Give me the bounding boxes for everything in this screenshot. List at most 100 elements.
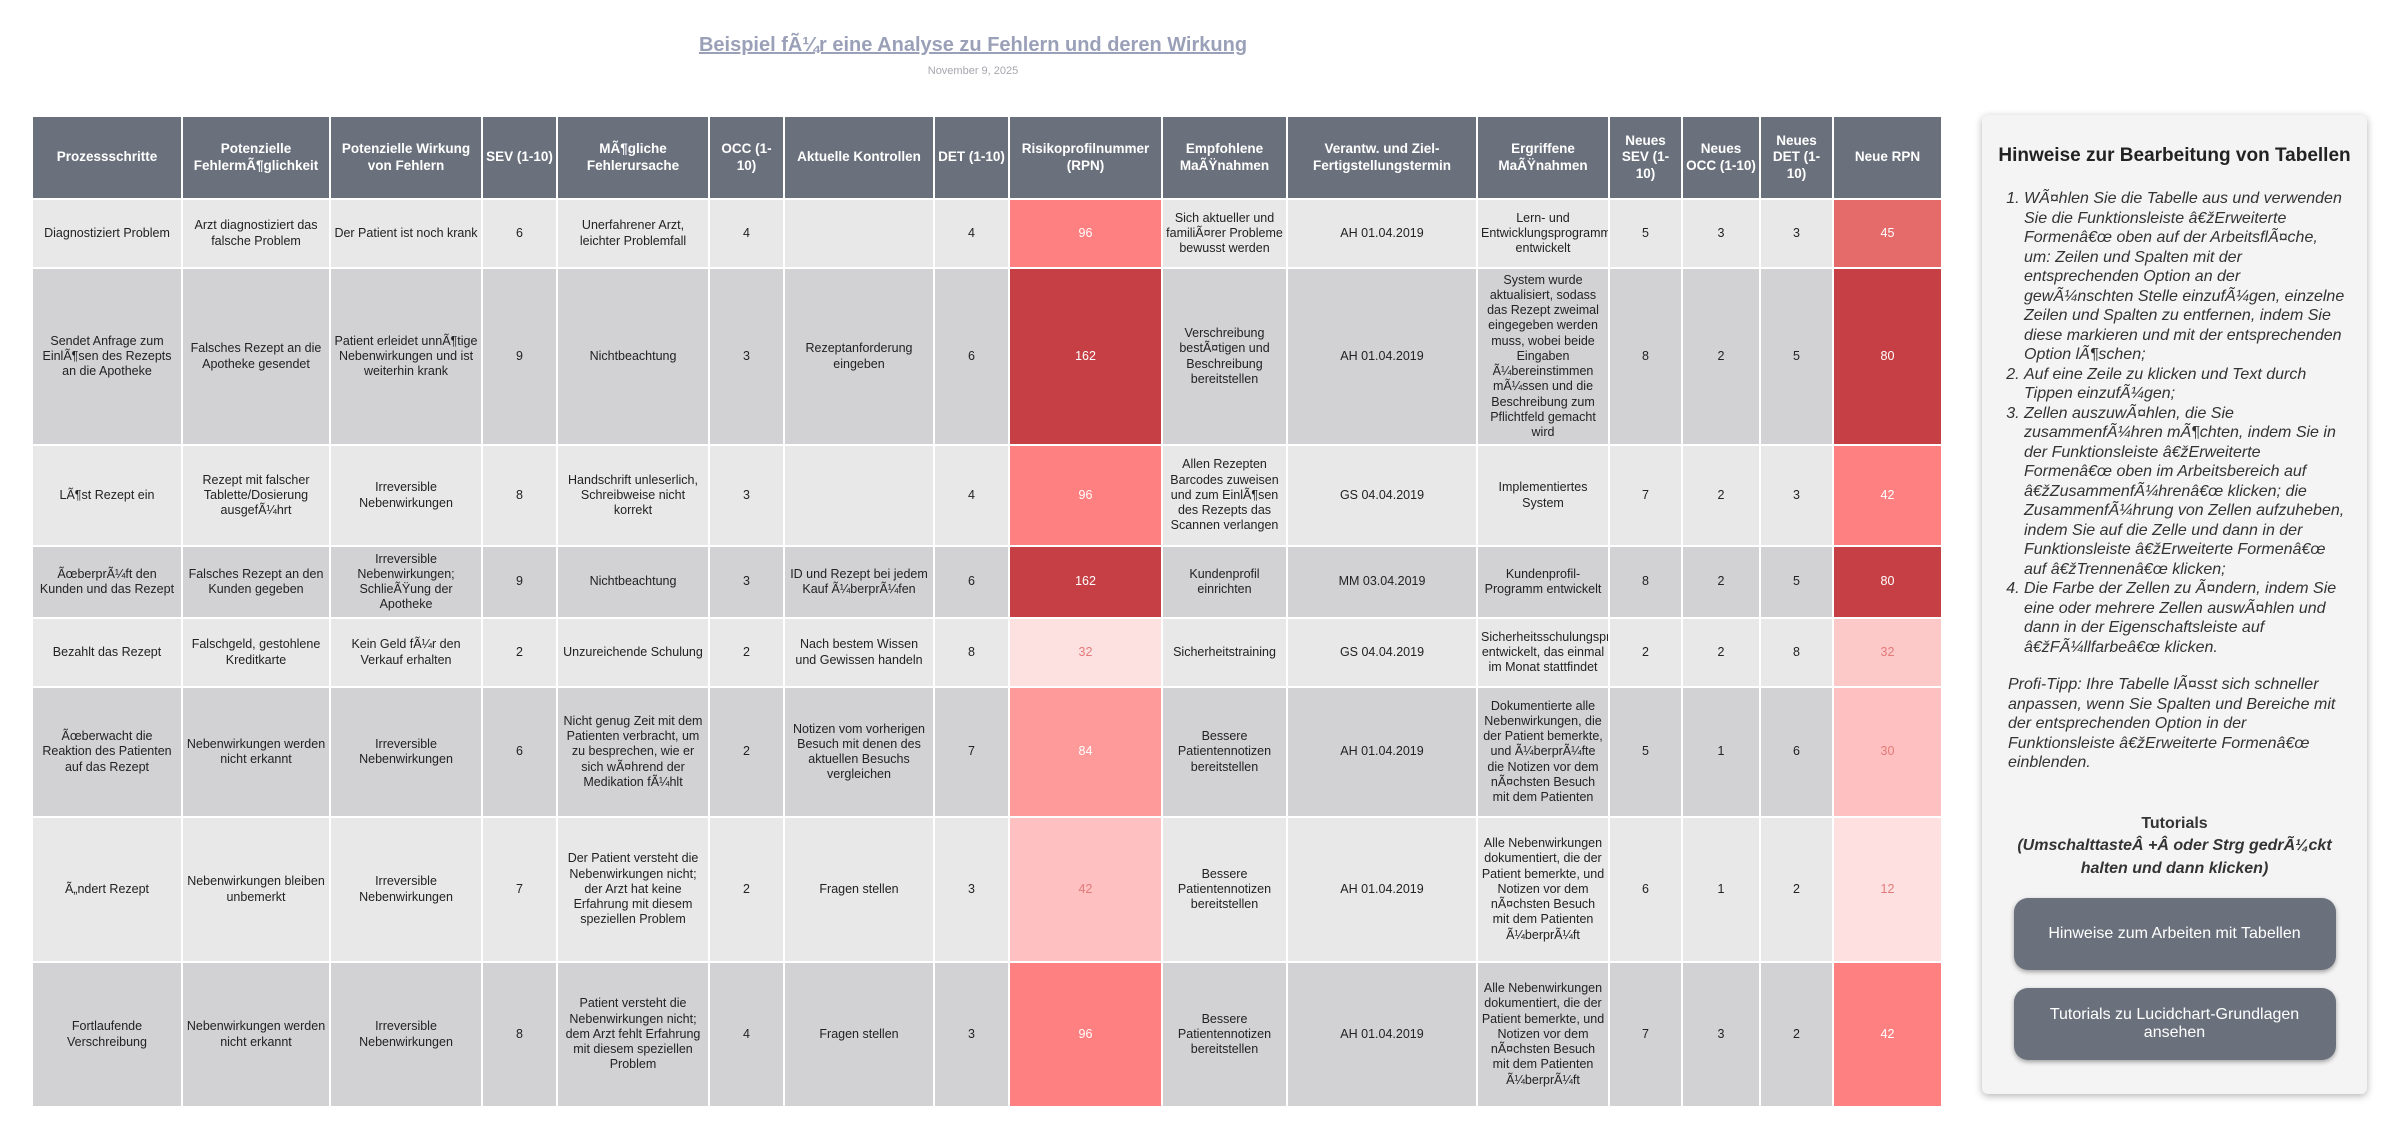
table-cell: Nichtbeachtung [556, 545, 710, 619]
table-cell: 8 [481, 444, 558, 547]
table-cell: 4 [933, 444, 1010, 547]
column-header: Risikoprofilnummer (RPN) [1008, 115, 1163, 200]
table-cell: 1 [1681, 686, 1761, 818]
table-row: LÃ¶st Rezept ein Rezept mit falscher Tabl… [31, 444, 1943, 547]
table-cell: GS 04.04.2019 [1286, 617, 1478, 688]
table-row: Diagnostiziert Problem Arzt diagnostizier… [31, 198, 1943, 269]
table-cell: Diagnostiziert Problem [31, 198, 183, 269]
table-cell: 2 [1608, 617, 1683, 688]
table-cell [783, 444, 935, 547]
table-cell: 42 [1008, 816, 1163, 963]
column-header: OCC (1-10) [708, 115, 785, 200]
table-row: Fortlaufende Verschreibung Nebenwirkungen… [31, 961, 1943, 1108]
table-cell: 8 [1759, 617, 1834, 688]
table-cell: 84 [1008, 686, 1163, 818]
table-cell: 8 [1608, 545, 1683, 619]
table-cell: 80 [1832, 267, 1943, 446]
table-cell: Sicherheitstraining [1161, 617, 1288, 688]
table-cell: 8 [481, 961, 558, 1108]
tutorial-button[interactable]: Tutorials zu Lucidchart-Grundlagen anseh… [2013, 988, 2336, 1061]
table-cell: 8 [1608, 267, 1683, 446]
table-cell: Verschreibung bestÃ¤tigen und Beschreibu… [1161, 267, 1288, 446]
table-cell: 2 [1681, 444, 1761, 547]
table-cell: Ã„ndert Rezept [31, 816, 183, 963]
table-cell: 2 [1759, 816, 1834, 963]
instruction-item: WÃ¤hlen Sie die Tabelle aus und verwende… [2024, 189, 2345, 365]
table-row: Ã„ndert Rezept Nebenwirkungen bleiben unb… [31, 816, 1943, 963]
tutorials-hint: (UmschalttasteÂ +Â oder Strg gedrÃ¼ckt h… [2017, 837, 2332, 877]
table-cell: 2 [708, 617, 785, 688]
table-cell: Ãœberwacht die Reaktion des Patienten au… [31, 686, 183, 818]
table-cell: Bessere Patientennotizen bereitstellen [1161, 686, 1288, 818]
tutorials-heading: Tutorials [2141, 814, 2208, 832]
table-cell: Nebenwirkungen werden nicht erkannt [181, 686, 331, 818]
table-cell: 3 [1759, 198, 1834, 269]
table-cell: Patient versteht die Nebenwirkungen nich… [556, 961, 710, 1108]
table-cell: Rezeptanforderung eingeben [783, 267, 935, 446]
instruction-item: Auf eine Zeile zu klicken und Text durch… [2024, 365, 2345, 404]
column-header: Neues OCC (1-10) [1681, 115, 1761, 200]
table-cell: Nebenwirkungen werden nicht erkannt [181, 961, 331, 1108]
table-cell: 2 [481, 617, 558, 688]
table-cell: Nichtbeachtung [556, 267, 710, 446]
button-group: Hinweise zum Arbeiten mit Tabellen Tutori… [1982, 898, 2367, 1061]
table-cell: 96 [1008, 198, 1163, 269]
table-cell: Sich aktueller und familiÃ¤rer Probleme … [1161, 198, 1288, 269]
table-cell: 6 [1608, 816, 1683, 963]
table-cell: 96 [1008, 444, 1163, 547]
header-row: Prozessschritte Potenzielle FehlermÃ¶glic… [31, 115, 1943, 200]
table-cell: 9 [481, 545, 558, 619]
table-cell: 32 [1832, 617, 1943, 688]
table-cell: Kundenprofil einrichten [1161, 545, 1288, 619]
table-cell: 96 [1008, 961, 1163, 1108]
table-row: Ãœberwacht die Reaktion des Patienten au… [31, 686, 1943, 818]
column-header: Verantw. und Ziel-Fertigstellungstermin [1286, 115, 1478, 200]
table-cell: 3 [1681, 198, 1761, 269]
column-header: Neues SEV (1-10) [1608, 115, 1683, 200]
table-cell: 3 [1759, 444, 1834, 547]
table-cell: 42 [1832, 444, 1943, 547]
table-cell: 7 [1608, 444, 1683, 547]
table-cell: 3 [708, 267, 785, 446]
table-cell: AH 01.04.2019 [1286, 686, 1478, 818]
table-cell: 4 [708, 961, 785, 1108]
table-cell: Irreversible Nebenwirkungen [329, 961, 483, 1108]
table-cell: System wurde aktualisiert, sodass das Re… [1476, 267, 1610, 446]
header: Beispiel fÃ¼r eine Analyse zu Fehlern un… [0, 34, 1946, 77]
table-cell: 6 [1759, 686, 1834, 818]
table-cell: 12 [1832, 816, 1943, 963]
table-cell: Dokumentierte alle Nebenwirkungen, die d… [1476, 686, 1610, 818]
table-cell: Falsches Rezept an den Kunden gegeben [181, 545, 331, 619]
table-cell: 162 [1008, 545, 1163, 619]
table-row: Sendet Anfrage zum EinlÃ¶sen des Rezepts… [31, 267, 1943, 446]
table-cell: 6 [933, 545, 1010, 619]
instruction-item: Zellen auszuwÃ¤hlen, die Sie zusammenfÃ¼… [2024, 404, 2345, 580]
table-cell [783, 198, 935, 269]
column-header: DET (1-10) [933, 115, 1010, 200]
table-cell: Rezept mit falscher Tablette/Dosierung a… [181, 444, 331, 547]
tutorial-button[interactable]: Hinweise zum Arbeiten mit Tabellen [2013, 898, 2336, 971]
table-cell: Der Patient versteht die Nebenwirkungen … [556, 816, 710, 963]
date: November 9, 2025 [927, 65, 1019, 77]
table-cell: 45 [1832, 198, 1943, 269]
table-cell: Fragen stellen [783, 961, 935, 1108]
table-cell: 6 [933, 267, 1010, 446]
table-cell: Kundenprofil-Programm entwickelt [1476, 545, 1610, 619]
help-panel: Hinweise zur Bearbeitung von Tabellen WÃ… [1982, 115, 2367, 1094]
table-cell: ID und Rezept bei jedem Kauf Ã¼berprÃ¼fe… [783, 545, 935, 619]
table-cell: 7 [1608, 961, 1683, 1108]
table-cell: Alle Nebenwirkungen dokumentiert, die de… [1476, 816, 1610, 963]
table-cell: 2 [1681, 545, 1761, 619]
table-cell: 2 [1681, 617, 1761, 688]
table-cell: 3 [708, 444, 785, 547]
table-cell: Irreversible Nebenwirkungen [329, 686, 483, 818]
table-cell: 7 [481, 816, 558, 963]
table-cell: Handschrift unleserlich, Schreibweise ni… [556, 444, 710, 547]
table-cell: 9 [481, 267, 558, 446]
table-cell: Irreversible Nebenwirkungen [329, 444, 483, 547]
table-cell: Patient erleidet unnÃ¶tige Nebenwirkunge… [329, 267, 483, 446]
table-cell: Sicherheitsschulungsprogramms entwickelt… [1476, 617, 1610, 688]
table-cell: 5 [1608, 686, 1683, 818]
table-cell: 42 [1832, 961, 1943, 1108]
